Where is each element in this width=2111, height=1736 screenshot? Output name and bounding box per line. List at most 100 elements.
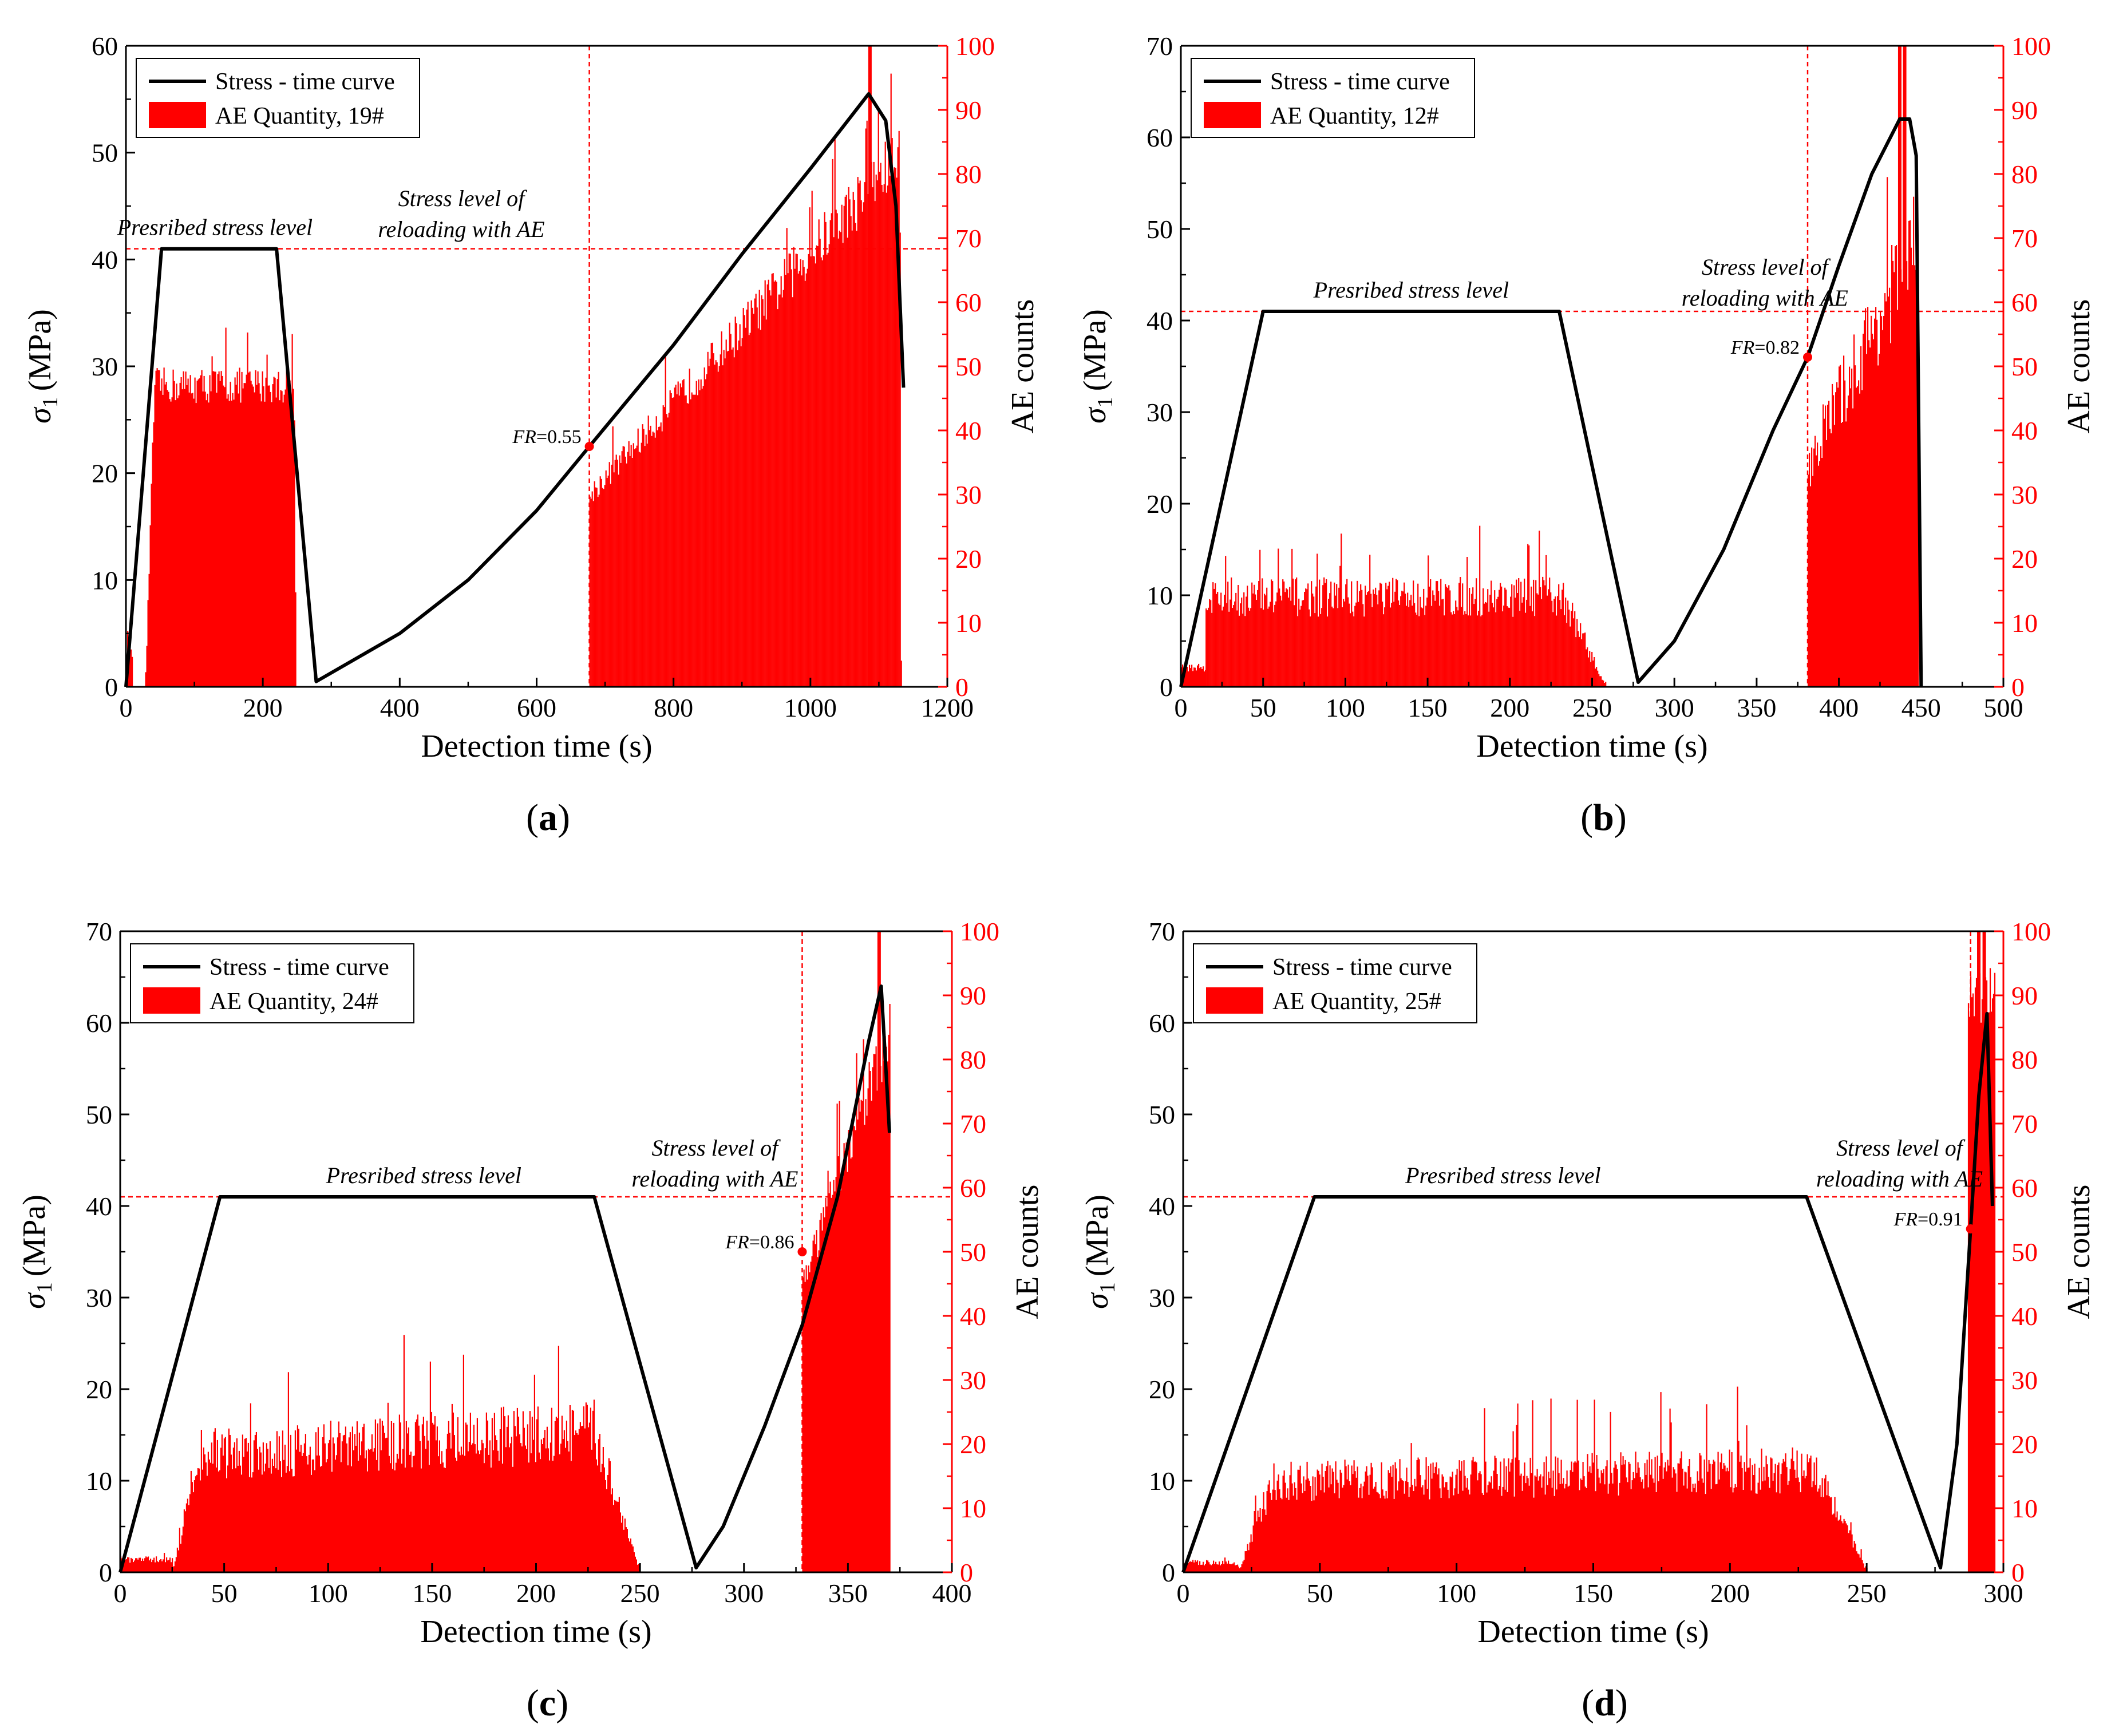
ae-bar <box>766 284 768 687</box>
ae-bar <box>1660 1392 1662 1572</box>
ae-bar <box>1612 1483 1614 1572</box>
ae-bar <box>1217 1564 1219 1572</box>
ae-bar <box>819 239 821 687</box>
x-tick-label: 250 <box>620 1579 660 1608</box>
ae-bar <box>1828 1496 1830 1572</box>
ae-bar <box>1230 599 1231 687</box>
x-tick-label: 150 <box>412 1579 452 1608</box>
ae-bar <box>579 1422 581 1572</box>
ae-bar <box>1561 590 1563 687</box>
ae-bar <box>1472 587 1474 687</box>
ae-bar <box>1627 1482 1628 1572</box>
ae-bar <box>204 1454 205 1572</box>
ae-bar <box>1396 579 1397 687</box>
ae-bar <box>1494 1456 1496 1572</box>
ae-bar <box>1336 1480 1338 1572</box>
ae-bar <box>1841 1521 1843 1572</box>
y-tick-label: 50 <box>92 139 118 168</box>
ae-bar <box>425 1449 426 1572</box>
ae-bar <box>276 1431 278 1572</box>
ae-bar <box>167 390 168 687</box>
ae-bar <box>249 371 251 687</box>
ae-bar <box>1440 1498 1442 1572</box>
ae-bar <box>477 1450 479 1572</box>
ae-bar <box>603 489 604 687</box>
ae-bar <box>571 1410 573 1572</box>
ae-bar <box>1415 612 1417 687</box>
ae-bar <box>1551 1488 1553 1572</box>
ae-bar <box>1271 1500 1272 1572</box>
ae-bar <box>226 398 228 687</box>
ae-bar <box>543 1437 544 1572</box>
panel-label-close: ) <box>558 797 570 839</box>
ae-bar <box>754 298 756 687</box>
x-tick-label: 150 <box>1574 1579 1613 1608</box>
ae-bar <box>279 1461 281 1572</box>
ae-bar <box>1513 585 1515 687</box>
ae-bar <box>509 1443 511 1572</box>
ae-bar <box>185 1503 187 1572</box>
ae-bar <box>1987 1017 1989 1572</box>
fr-point <box>797 1247 807 1256</box>
ae-bar <box>1256 600 1258 687</box>
ae-bar <box>193 398 195 687</box>
ae-bar <box>155 1562 156 1572</box>
ae-bar <box>1602 1473 1603 1572</box>
ae-bar <box>1434 1466 1436 1572</box>
ae-bar <box>215 371 216 687</box>
ae-bar <box>1512 616 1514 687</box>
ae-bar <box>195 1476 196 1572</box>
ae-bar <box>590 499 592 687</box>
ae-bar <box>1279 1489 1280 1572</box>
ae-bar <box>1703 1459 1705 1572</box>
ae-bar <box>1214 1564 1216 1572</box>
ae-bar <box>1485 602 1487 687</box>
ae-bar <box>205 1462 207 1572</box>
ae-bar <box>179 382 181 687</box>
ae-bar <box>842 243 844 687</box>
ae-bar <box>1748 1467 1750 1572</box>
ae-bar <box>559 1454 560 1572</box>
ae-bar <box>491 1418 493 1572</box>
ae-bar <box>563 1430 565 1572</box>
ae-bar <box>1222 1560 1224 1572</box>
ae-bar <box>807 268 808 687</box>
ae-bar <box>1466 1478 1468 1572</box>
ae-bar <box>218 371 220 687</box>
ae-bar <box>177 1550 179 1572</box>
ae-bar <box>817 1257 819 1572</box>
ae-bar <box>163 1559 164 1572</box>
ae-bar <box>1209 599 1211 687</box>
ae-bar <box>818 1250 820 1572</box>
ae-bar <box>1993 994 1995 1572</box>
ae-bar <box>1287 1488 1288 1572</box>
ae-bar <box>389 1463 391 1572</box>
x-tick-label: 50 <box>211 1579 238 1608</box>
ae-bar <box>1829 429 1831 687</box>
ae-bar <box>1449 1476 1451 1572</box>
ae-bar <box>426 1421 428 1572</box>
panel-label-letter: c <box>539 1682 556 1724</box>
ae-bar <box>1645 1474 1647 1572</box>
ae-bar <box>1464 611 1466 687</box>
ae-bar <box>1217 592 1219 687</box>
ae-bar <box>1413 1491 1414 1572</box>
ae-bar <box>1757 1482 1759 1572</box>
ae-bar <box>179 1528 180 1572</box>
x-tick-label: 600 <box>517 693 556 722</box>
y-tick-label: 60 <box>92 31 118 61</box>
ae-bar <box>1448 585 1450 687</box>
ae-bar <box>1813 448 1815 687</box>
ae-bar <box>1254 1511 1255 1572</box>
ae-bar <box>332 1437 334 1572</box>
ae-bar <box>271 1458 273 1572</box>
ae-bar <box>1363 616 1365 687</box>
ae-bar <box>595 487 596 687</box>
ae-bar <box>1315 1496 1317 1572</box>
ae-bar <box>136 1558 138 1572</box>
ae-bar <box>660 422 662 687</box>
ae-bar <box>551 1407 552 1572</box>
ae-bar <box>804 1282 806 1572</box>
ae-bar <box>1887 177 1888 687</box>
y-tick-label: 20 <box>92 459 118 488</box>
